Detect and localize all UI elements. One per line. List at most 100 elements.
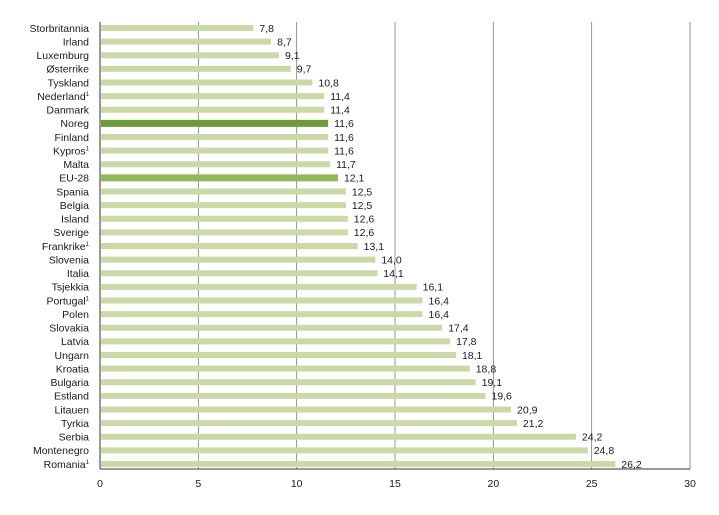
footnote-marker: 1 [86, 296, 90, 302]
bar [101, 25, 254, 31]
bar [101, 297, 423, 304]
data-label: 11,7 [336, 159, 356, 171]
category-label: Østerrike [46, 64, 89, 76]
data-label: 12,5 [352, 200, 373, 212]
bar [101, 447, 588, 454]
data-label: 7,8 [259, 23, 274, 35]
data-label: 12,5 [352, 186, 373, 198]
data-label: 11,4 [330, 105, 350, 117]
bar [101, 283, 417, 290]
category-label: Latvia [61, 336, 89, 348]
labels-layer: Storbritannia 7,8 Irland 8,7 Luxemburg 9,1 Øst… [29, 23, 641, 471]
category-label: Luxemburg [36, 50, 89, 62]
bar [101, 202, 346, 209]
footnote-marker: 1 [86, 242, 90, 248]
bar [101, 256, 376, 263]
bar [101, 229, 348, 236]
data-label: 18,1 [462, 350, 483, 362]
bar [101, 392, 486, 399]
data-label: 19,1 [482, 377, 503, 389]
category-label: Spania [56, 186, 89, 198]
bar [101, 52, 279, 59]
bar [101, 311, 423, 318]
bar [101, 461, 616, 467]
data-label: 10,8 [318, 77, 339, 89]
bar [101, 379, 476, 386]
x-tick-label: 15 [389, 478, 401, 490]
bar [101, 65, 291, 72]
data-label: 11,4 [330, 91, 350, 103]
bar [101, 147, 329, 154]
category-label: Montenegro [33, 445, 89, 457]
data-label: 14,0 [381, 254, 402, 266]
data-label: 18,8 [476, 363, 497, 375]
data-label: 16,1 [423, 282, 444, 294]
bar [101, 433, 576, 440]
x-tick-label: 20 [487, 478, 499, 490]
data-label: 19,6 [491, 391, 512, 403]
data-label: 26,2 [621, 459, 642, 471]
bar [101, 243, 358, 249]
bar [101, 420, 517, 427]
data-label: 11,6 [334, 118, 354, 130]
category-label: Storbritannia [29, 23, 89, 35]
bar [101, 215, 348, 222]
category-label: Danmark [46, 105, 89, 117]
category-label: Tsjekkia [52, 282, 90, 294]
bar [101, 106, 325, 113]
category-label: Noreg [60, 118, 89, 130]
bar [101, 270, 378, 277]
category-label: Sverige [53, 227, 89, 239]
category-label: Malta [63, 159, 89, 171]
data-label: 8,7 [277, 36, 292, 48]
x-tick-label: 30 [684, 478, 696, 490]
axis-layer: 0 5 10 15 20 25 30 [97, 22, 696, 490]
data-label: 21,2 [523, 418, 544, 430]
data-label: 24,8 [594, 445, 615, 457]
data-label: 14,1 [383, 268, 404, 280]
bar [101, 134, 329, 140]
data-label: 11,6 [334, 145, 354, 157]
data-label: 9,7 [297, 64, 312, 76]
category-label: Irland [63, 36, 89, 48]
bar [101, 93, 325, 100]
footnote-marker: 1 [86, 92, 90, 98]
data-label: 12,6 [354, 214, 375, 226]
data-label: 12,1 [344, 173, 365, 185]
category-label: Litauen [55, 404, 90, 416]
data-label: 13,1 [364, 241, 385, 253]
data-label: 16,4 [429, 309, 450, 321]
bar [101, 174, 338, 182]
category-label: Bulgaria [50, 377, 89, 389]
category-label: Italia [67, 268, 89, 280]
data-label: 11,6 [334, 132, 354, 144]
category-label: Tyskland [48, 77, 90, 89]
bar [101, 338, 451, 345]
bar [101, 38, 272, 45]
category-label: Finland [55, 132, 90, 144]
data-label: 20,9 [517, 404, 538, 416]
x-tick-label: 25 [586, 478, 598, 490]
category-label: Serbia [59, 432, 90, 444]
data-label: 9,1 [285, 50, 300, 62]
data-label: 17,8 [456, 336, 477, 348]
x-tick-label: 5 [195, 478, 201, 490]
data-label: 24,2 [582, 432, 603, 444]
bar [101, 352, 456, 358]
category-label: Estland [54, 391, 89, 403]
category-label: Portugal1 [47, 295, 90, 307]
category-label: Kypros1 [53, 145, 90, 157]
bar [101, 119, 329, 127]
x-tick-label: 0 [97, 478, 103, 490]
data-label: 12,6 [354, 227, 375, 239]
footnote-marker: 1 [86, 460, 90, 466]
bar [101, 365, 470, 372]
bar [101, 406, 512, 413]
footnote-marker: 1 [86, 146, 90, 152]
category-label: Polen [62, 309, 89, 321]
category-label: EU-28 [59, 173, 89, 185]
category-label: Slovenia [49, 254, 89, 266]
category-label: Frankrike1 [42, 241, 90, 253]
